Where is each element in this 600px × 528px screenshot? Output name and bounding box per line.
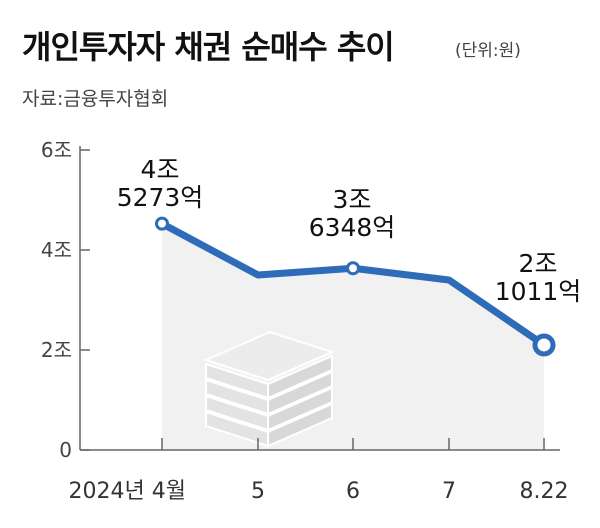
source-note: 자료:금융투자협회	[22, 88, 169, 110]
data-label: 6348억	[309, 213, 396, 242]
x-tick-label: 2024년 4월	[69, 479, 186, 504]
x-tick-label: 5	[251, 479, 265, 504]
data-label: 3조	[333, 185, 372, 214]
bond-stack-right-layer	[267, 402, 333, 448]
y-tick-label: 2조	[41, 338, 72, 362]
unit-note: (단위:원)	[455, 41, 521, 61]
y-tick-label: 4조	[41, 238, 72, 262]
chart-title: 개인투자자 채권 순매수 추이	[22, 28, 395, 66]
data-point	[155, 216, 169, 231]
x-tick-label: 8.22	[520, 479, 569, 504]
data-label: 4조	[141, 155, 180, 184]
y-tick-label: 6조	[41, 138, 72, 162]
x-tick-label: 7	[442, 479, 456, 504]
x-tick-label: 6	[346, 479, 360, 504]
data-label: 5273억	[117, 183, 204, 212]
bond-stack-right-layer	[267, 354, 333, 400]
y-tick-label: 0	[59, 438, 72, 462]
data-point	[532, 333, 556, 357]
bond-stack-right-layer	[267, 370, 333, 416]
bond-stack-icon	[203, 330, 335, 448]
bond-stack-right-layer	[267, 386, 333, 432]
data-label: 2조	[519, 249, 558, 278]
data-label: 1011억	[495, 277, 582, 306]
data-point	[346, 261, 360, 276]
bond-stack-top	[203, 330, 335, 382]
